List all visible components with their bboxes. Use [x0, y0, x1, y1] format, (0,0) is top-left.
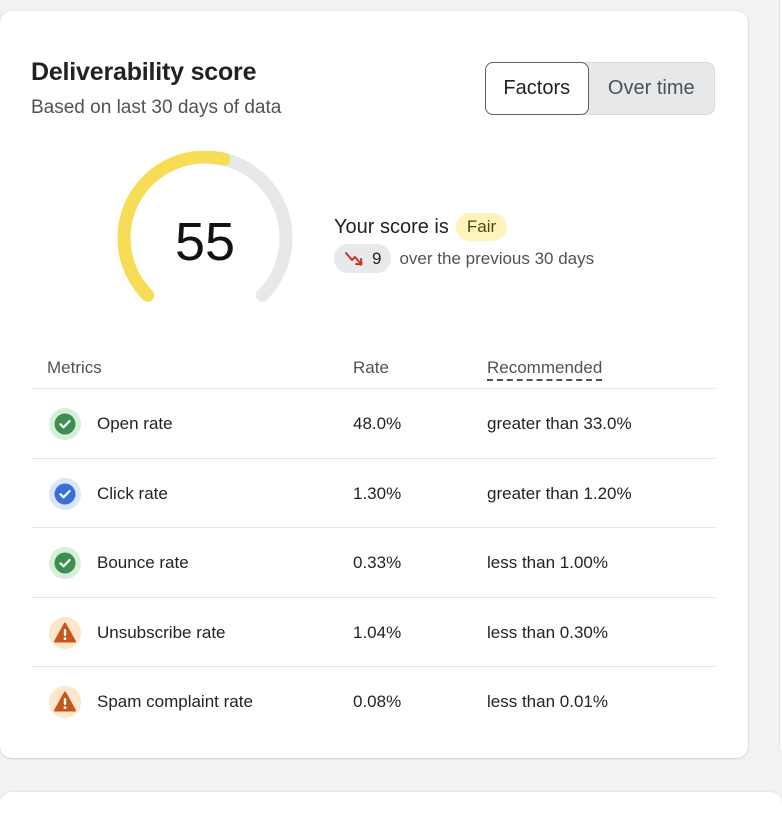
- metric-recommended: less than 0.01%: [487, 692, 608, 711]
- over-time-toggle-button[interactable]: Over time: [607, 77, 695, 99]
- metric-rate: 1.30%: [353, 483, 402, 503]
- metric-name: Spam complaint rate: [97, 692, 253, 711]
- metric-name: Open rate: [97, 414, 173, 433]
- metric-rate: 48.0%: [353, 414, 402, 433]
- header-recommended[interactable]: Recommended: [487, 358, 603, 381]
- warning-triangle-icon: [49, 616, 81, 649]
- deliverability-score-card: Deliverability score Based on last 30 da…: [0, 11, 748, 758]
- table-row: Bounce rate 0.33% less than 1.00%: [31, 528, 715, 598]
- score-trend: 9 over the previous 30 days: [334, 244, 594, 273]
- table-body: Open rate 48.0% greater than 33.0% Click ra…: [31, 389, 715, 737]
- card-subtitle: Based on last 30 days of data: [31, 97, 282, 118]
- trend-text: over the previous 30 days: [399, 248, 595, 268]
- metric-recommended: less than 1.00%: [487, 553, 608, 572]
- gauge-score-value: 55: [174, 212, 236, 272]
- metric-name: Click rate: [97, 483, 168, 503]
- check-circle-icon: [49, 408, 81, 440]
- score-rating-badge: Fair: [455, 213, 508, 241]
- score-gauge: [117, 151, 293, 302]
- adjacent-card-edge: [779, 0, 782, 750]
- metric-name: Unsubscribe rate: [97, 622, 226, 642]
- trend-value: 9: [372, 248, 382, 268]
- gauge-fill: [117, 151, 231, 302]
- trend-down-icon: [345, 251, 363, 265]
- table-row: Spam complaint rate 0.08% less than 0.01%: [31, 667, 715, 737]
- warning-triangle-icon: [49, 686, 81, 718]
- next-card: [0, 792, 782, 832]
- header-rate: Rate: [353, 358, 389, 377]
- table-header: Metrics Rate Recommended: [31, 351, 715, 389]
- table-row: Open rate 48.0% greater than 33.0%: [31, 389, 715, 459]
- score-prefix: Your score is: [334, 215, 449, 238]
- trend-badge: 9: [334, 244, 392, 273]
- metric-recommended: less than 0.30%: [487, 622, 608, 642]
- view-toggle: Factors Over time: [485, 62, 715, 115]
- metric-recommended: greater than 1.20%: [487, 483, 632, 503]
- header-metrics: Metrics: [47, 358, 102, 377]
- metric-name: Bounce rate: [97, 553, 189, 572]
- table-row: Unsubscribe rate 1.04% less than 0.30%: [31, 598, 715, 667]
- check-circle-icon: [49, 477, 81, 510]
- score-summary: Your score is Fair: [334, 213, 508, 241]
- check-circle-icon: [49, 547, 81, 579]
- metric-rate: 0.33%: [353, 553, 402, 572]
- metric-recommended: greater than 33.0%: [487, 414, 632, 433]
- factors-toggle-button[interactable]: Factors: [485, 62, 589, 115]
- table-row: Click rate 1.30% greater than 1.20%: [31, 459, 715, 528]
- card-title: Deliverability score: [31, 58, 257, 86]
- metrics-table: Metrics Rate Recommended Open rate 48.0% g…: [31, 351, 715, 737]
- metric-rate: 1.04%: [353, 622, 402, 642]
- metric-rate: 0.08%: [353, 692, 402, 711]
